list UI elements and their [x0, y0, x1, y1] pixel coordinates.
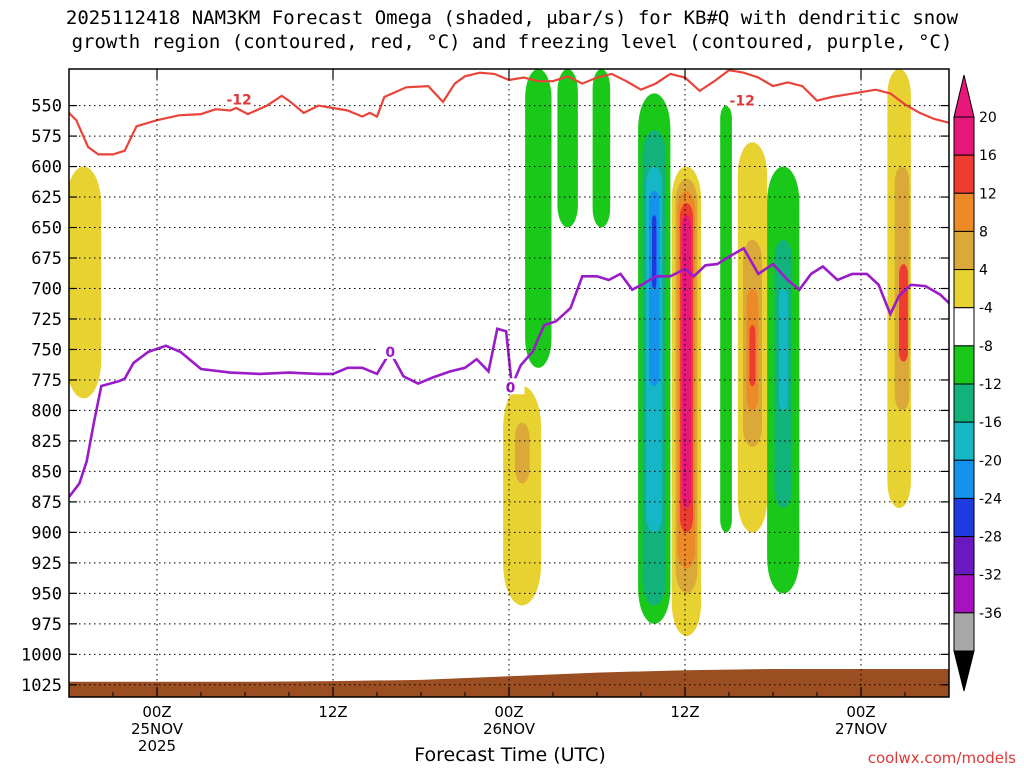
y-tick-label-825: 825	[31, 432, 62, 452]
y-tick-label-900: 900	[31, 523, 62, 543]
contour-label-1: -12	[226, 92, 251, 108]
y-tick-label-750: 750	[31, 340, 62, 360]
chart-title: 2025112418 NAM3KM Forecast Omega (shaded…	[0, 6, 1024, 54]
colorbar-segment-9	[953, 421, 975, 461]
colorbar-label-10: -20	[979, 453, 1002, 469]
colorbar-label-3: 12	[979, 186, 997, 202]
x-tick-label-2-2: 26NOV	[483, 720, 536, 738]
colorbar-label-4: 8	[979, 224, 988, 240]
omega-shaded-region-18	[749, 325, 756, 387]
colorbar-segment-8	[953, 383, 975, 423]
colorbar-label-7: -8	[979, 339, 993, 355]
omega-shaded-region-2	[557, 69, 578, 228]
colorbar-label-9: -16	[979, 415, 1002, 431]
colorbar-label-12: -28	[979, 530, 1002, 546]
x-tick-label-0-3: 2025	[138, 737, 176, 755]
omega-colorbar: 20 16 12 8 4 -4 -8 -12 -16 -20 -24 -28 -32 -36	[953, 74, 1002, 692]
colorbar-label-13: -32	[979, 568, 1002, 584]
colorbar-segment-11	[953, 497, 975, 538]
freezing-level-contour	[69, 246, 949, 498]
omega-shaded-region-21	[778, 288, 788, 411]
x-axis-title: Forecast Time (UTC)	[414, 744, 606, 766]
y-tick-label-975: 975	[31, 615, 62, 635]
colorbar-segment-4	[953, 230, 975, 271]
contour-label-3: 0	[385, 345, 395, 361]
colorbar-label-5: 4	[979, 263, 988, 279]
y-tick-label-700: 700	[31, 279, 62, 299]
dendritic-minus12-contour	[69, 69, 949, 156]
contour-label-bg-2	[728, 91, 757, 108]
contour-label-bg-1	[225, 90, 254, 107]
x-tick-label-1-1: 12Z	[318, 703, 347, 721]
x-tick-label-0-1: 00Z	[142, 703, 171, 721]
pressure-axis: 550 575 600 625 650 675 700 725 750 775 800 825 850 8…	[21, 97, 949, 696]
contour-label-4: 0	[506, 380, 516, 396]
colorbar-label-8: -12	[979, 377, 1002, 393]
y-tick-label-625: 625	[31, 188, 62, 208]
colorbar-segment-3	[953, 192, 975, 232]
temperature-contours: -12 -12 0 0	[69, 69, 949, 498]
colorbar-bottom-arrow	[953, 650, 975, 692]
source-credit[interactable]: coolwx.com/models	[867, 749, 1016, 767]
y-tick-label-675: 675	[31, 249, 62, 269]
colorbar-segment-7	[953, 345, 975, 385]
contour-label-2: -12	[730, 94, 755, 110]
y-tick-label-600: 600	[31, 158, 62, 178]
x-tick-label-0-2: 25NOV	[131, 720, 184, 738]
colorbar-segment-2	[953, 154, 975, 194]
y-tick-label-550: 550	[31, 97, 62, 117]
omega-shaded-region-27	[69, 166, 102, 399]
y-tick-label-1025: 1025	[21, 676, 62, 696]
y-tick-label-875: 875	[31, 493, 62, 513]
chart-title-line-2: growth region (contoured, red, °C) and f…	[71, 31, 953, 53]
y-tick-label-725: 725	[31, 310, 62, 330]
y-tick-label-650: 650	[31, 219, 62, 239]
contour-label-bg-3	[376, 342, 405, 359]
colorbar-segment-5	[953, 269, 975, 309]
y-tick-label-1000: 1000	[21, 645, 62, 665]
colorbar-label-2: 16	[979, 148, 997, 164]
omega-shaded-region-13	[682, 215, 691, 509]
omega-shaded-region-25	[503, 386, 542, 606]
contour-label-bg-4	[496, 378, 525, 395]
omega-shaded-region-3	[592, 69, 611, 228]
colorbar-top-arrow	[953, 74, 975, 118]
colorbar-segment-10	[953, 459, 975, 499]
y-tick-label-775: 775	[31, 371, 62, 391]
omega-shaded-region-1	[525, 69, 552, 368]
omega-shaded-region-8	[652, 215, 657, 289]
terrain-ground	[69, 669, 949, 697]
colorbar-label-6: -4	[979, 301, 993, 317]
omega-shaded-region-24	[899, 264, 908, 362]
colorbar-label-1: 20	[979, 110, 997, 126]
y-tick-label-800: 800	[31, 401, 62, 421]
colorbar-label-14: -36	[979, 606, 1002, 622]
colorbar-segment-13	[953, 574, 975, 614]
terrain-layer	[69, 669, 949, 697]
x-tick-label-4-1: 00Z	[846, 703, 875, 721]
colorbar-label-11: -24	[979, 491, 1002, 507]
y-tick-label-575: 575	[31, 127, 62, 147]
x-tick-label-4-2: 27NOV	[835, 720, 888, 738]
chart-title-line-1: 2025112418 NAM3KM Forecast Omega (shaded…	[65, 7, 959, 29]
y-tick-label-950: 950	[31, 584, 62, 604]
x-tick-label-2-1: 00Z	[494, 703, 523, 721]
y-tick-label-850: 850	[31, 462, 62, 482]
colorbar-segment-6	[953, 307, 975, 347]
omega-shaded-region-14	[720, 105, 732, 533]
omega-shaded-region-26	[514, 422, 530, 484]
x-tick-label-3-1: 12Z	[670, 703, 699, 721]
y-tick-label-925: 925	[31, 554, 62, 574]
colorbar-segment-1	[953, 116, 975, 156]
colorbar-segment-12	[953, 536, 975, 576]
colorbar-segment-14	[953, 612, 975, 652]
omega-shading-layer	[69, 69, 911, 637]
